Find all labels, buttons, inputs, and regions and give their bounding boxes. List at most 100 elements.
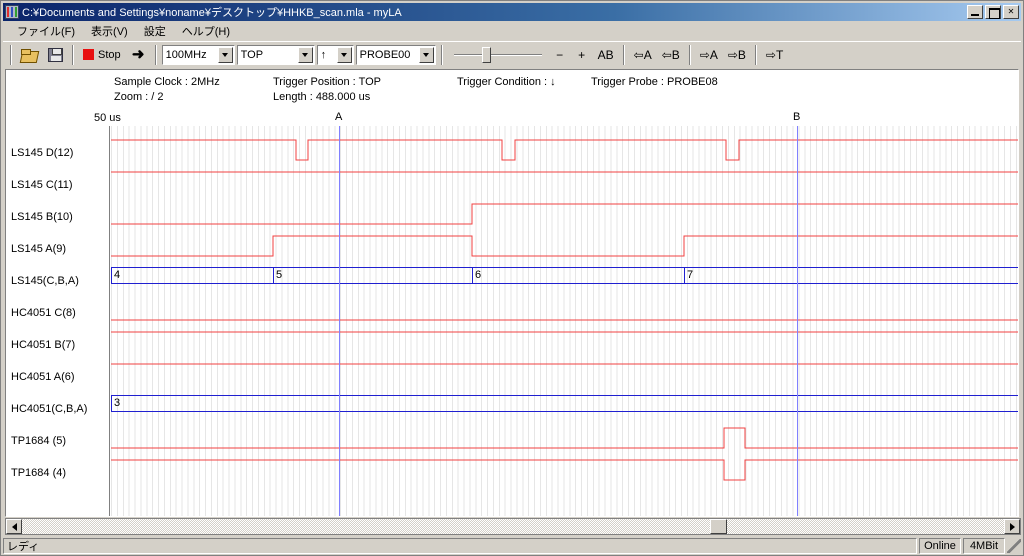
cursor-line-a[interactable] [339, 126, 340, 516]
maximize-button[interactable] [985, 5, 1001, 19]
cursor-label-b[interactable]: B [793, 111, 801, 123]
waveform-trace [111, 171, 1018, 173]
close-button[interactable]: ✕ [1003, 5, 1019, 19]
bus-row[interactable]: 45670 [111, 267, 1018, 284]
toolbar-separator [688, 44, 691, 65]
waveform-trace [111, 363, 1018, 365]
info-trigger-position: Trigger Position : TOP [273, 76, 382, 88]
toolbar-separator [72, 44, 74, 65]
stop-label: Stop [98, 48, 121, 61]
stop-square-icon [83, 49, 94, 60]
channel-label-ls145-d12[interactable]: LS145 D(12) [11, 147, 74, 159]
toolbar: Stop ➜ 100MHz TOP ↑ PROBE00 − + AB [3, 41, 1021, 67]
ab-button[interactable]: AB [593, 43, 618, 66]
channel-label-hc4051-c8[interactable]: HC4051 C(8) [11, 307, 76, 319]
info-trigger-condition: Trigger Condition : ↓ [457, 76, 556, 88]
right-arrow-icon: ➜ [131, 46, 145, 63]
channel-label-hc4051-a6[interactable]: HC4051 A(6) [11, 371, 75, 383]
open-button[interactable] [17, 43, 42, 66]
waveform-trace [111, 459, 1018, 481]
title-bar: C:¥Documents and Settings¥noname¥デスクトップ¥… [3, 3, 1021, 21]
zoom-out-button[interactable]: − [549, 43, 570, 66]
waveform-trace [111, 139, 1018, 161]
goto-cursor-a-right-button[interactable]: ⇨A [695, 43, 722, 66]
zoom-slider[interactable] [452, 44, 544, 66]
trigger-probe-value: PROBE00 [359, 48, 411, 61]
info-zoom: Zoom : / 2 [114, 91, 164, 103]
run-button[interactable]: ➜ [126, 43, 150, 66]
menu-item-settings[interactable]: 設定 [143, 26, 166, 38]
menu-item-view[interactable]: 表示(V) [91, 26, 128, 38]
trigger-position-value: TOP [240, 48, 264, 61]
channel-label-tp1684-5[interactable]: TP1684 (5) [11, 435, 67, 447]
bus-segment: 4 [111, 268, 273, 283]
bus-segment: 3 [111, 396, 1018, 411]
bus-segment: 5 [273, 268, 472, 283]
waveform-traces [111, 139, 1018, 481]
save-button[interactable] [44, 43, 67, 66]
channel-label-hc4051-bus[interactable]: HC4051(C,B,A) [11, 403, 88, 415]
status-memory: 4MBit [963, 538, 1005, 554]
trigger-edge-value: ↑ [320, 48, 327, 61]
toolbar-separator [154, 44, 157, 65]
stop-button[interactable]: Stop [79, 43, 125, 66]
cursor-line-b[interactable] [797, 126, 798, 516]
chevron-down-icon[interactable] [418, 46, 434, 63]
waveform-trace [111, 203, 1018, 225]
zoom-slider-thumb[interactable] [481, 46, 491, 63]
scrollbar-thumb[interactable] [710, 519, 727, 534]
goto-cursor-a-left-button[interactable]: ⇦A [629, 43, 656, 66]
goto-trigger-button[interactable]: ⇨T [761, 43, 788, 66]
minimize-button[interactable] [967, 5, 983, 19]
channel-label-ls145-b10[interactable]: LS145 B(10) [11, 211, 73, 223]
cursor-label-a[interactable]: A [335, 111, 343, 123]
toolbar-separator [440, 44, 443, 65]
floppy-disk-icon [48, 47, 63, 62]
waveform-trace [111, 235, 1018, 257]
capture-info-panel: Sample Clock : 2MHz Zoom : / 2 Trigger P… [6, 70, 1018, 108]
sample-clock-select[interactable]: 100MHz [161, 44, 235, 65]
zoom-slider-track [453, 53, 542, 56]
horizontal-scrollbar[interactable] [5, 518, 1021, 535]
scroll-left-arrow-icon[interactable] [6, 519, 22, 534]
toolbar-separator [622, 44, 625, 65]
trigger-probe-select[interactable]: PROBE00 [355, 44, 436, 65]
folder-open-icon [21, 48, 38, 62]
waveform-trace [111, 331, 1018, 333]
channel-label-hc4051-b7[interactable]: HC4051 B(7) [11, 339, 76, 351]
menu-bar: ファイル(F) 表示(V) 設定 ヘルプ(H) [3, 22, 1021, 40]
status-online: Online [919, 538, 961, 554]
chevron-down-icon[interactable] [297, 46, 313, 63]
bus-segment: 7 [684, 268, 1018, 283]
channel-label-ls145-a9[interactable]: LS145 A(9) [11, 243, 67, 255]
goto-cursor-b-right-button[interactable]: ⇨B [723, 43, 750, 66]
grid-background [111, 126, 1018, 516]
time-scale-label: 50 us [94, 112, 121, 124]
status-bar: レディ Online 4MBit [3, 537, 1021, 555]
chevron-down-icon[interactable] [336, 46, 352, 63]
info-length: Length : 488.000 us [273, 91, 371, 103]
window-controls: ✕ [967, 5, 1019, 19]
channel-label-ls145-bus[interactable]: LS145(C,B,A) [11, 275, 79, 287]
bus-row[interactable]: 34 [111, 395, 1018, 412]
trigger-edge-select[interactable]: ↑ [316, 44, 354, 65]
scrollbar-track[interactable] [22, 519, 1004, 534]
zoom-in-button[interactable]: + [571, 43, 592, 66]
channel-label-ls145-c11[interactable]: LS145 C(11) [11, 179, 73, 191]
info-sample-clock: Sample Clock : 2MHz [114, 76, 220, 88]
channel-label-column: LS145 D(12) LS145 C(11) LS145 B(10) LS14… [6, 126, 110, 516]
menu-item-help[interactable]: ヘルプ(H) [181, 26, 230, 38]
chevron-down-icon[interactable] [217, 46, 233, 63]
trigger-position-select[interactable]: TOP [236, 44, 315, 65]
status-message: レディ [3, 538, 917, 554]
goto-cursor-b-left-button[interactable]: ⇦B [657, 43, 684, 66]
info-trigger-probe: Trigger Probe : PROBE08 [591, 76, 718, 88]
toolbar-separator [10, 44, 12, 65]
waveform-trace [111, 427, 1018, 449]
waveform-plot[interactable]: 4567034 [111, 126, 1018, 516]
channel-label-tp1684-4[interactable]: TP1684 (4) [11, 467, 67, 479]
menu-item-file[interactable]: ファイル(F) [17, 26, 76, 38]
sample-clock-value: 100MHz [165, 48, 207, 61]
scroll-right-arrow-icon[interactable] [1004, 519, 1020, 534]
resize-grip-icon[interactable] [1007, 539, 1021, 553]
